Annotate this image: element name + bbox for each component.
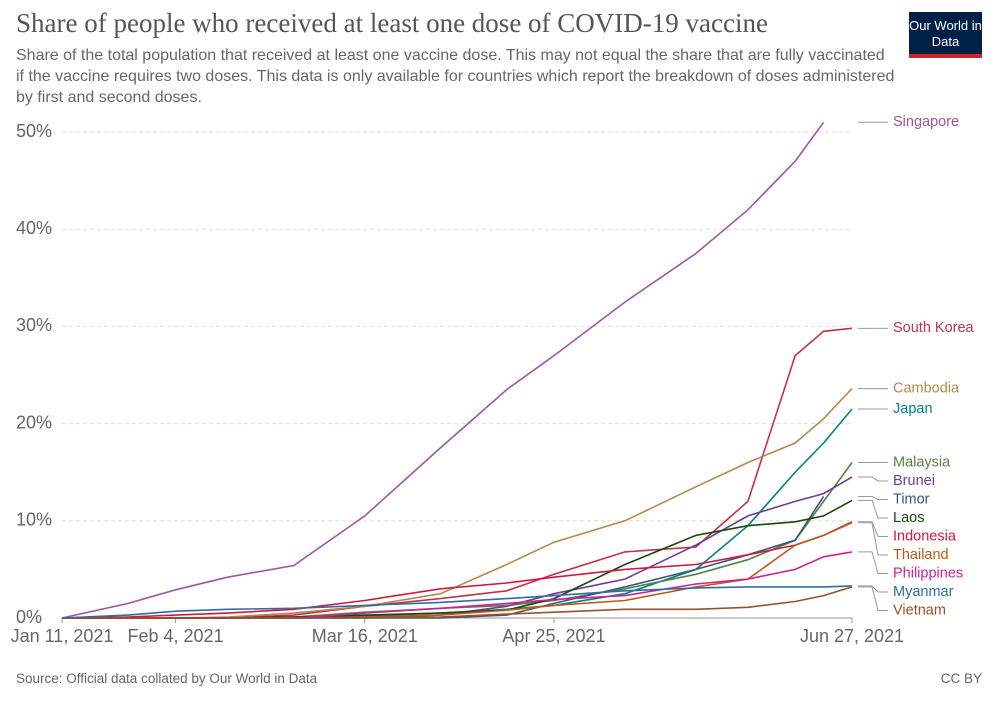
y-tick-label: 50% xyxy=(16,121,52,141)
label-connector xyxy=(858,522,888,556)
label-connector xyxy=(858,585,888,593)
x-tick-label: Feb 4, 2021 xyxy=(127,626,223,646)
series-line xyxy=(61,521,853,619)
x-tick-label: Mar 16, 2021 xyxy=(312,626,418,646)
y-tick-label: 30% xyxy=(16,315,52,335)
license[interactable]: CC BY xyxy=(940,671,982,686)
series-line xyxy=(62,388,853,619)
legend-entry: Japan xyxy=(893,401,933,417)
label-connector xyxy=(858,476,888,482)
legend-entry: Philippines xyxy=(893,565,963,581)
series-line xyxy=(61,121,825,619)
legend-entry: Vietnam xyxy=(893,602,946,618)
legend-entry: Brunei xyxy=(893,473,935,489)
legend-entry: Indonesia xyxy=(893,528,957,544)
label-connector xyxy=(858,499,888,519)
legend-entry: Cambodia xyxy=(893,380,960,396)
x-tick-label: Jun 27, 2021 xyxy=(800,626,904,646)
series-line xyxy=(61,585,853,619)
legend-entry: Singapore xyxy=(893,114,959,130)
series-line xyxy=(62,327,853,619)
chart: 0% 10% 20% 30% 40% 50% Jan 11, 2021 Feb 4, 2021… xyxy=(11,114,975,646)
source-note: Source: Official data collated by Our Wo… xyxy=(16,671,318,686)
x-tick-label: Apr 25, 2021 xyxy=(502,626,605,646)
series-line xyxy=(62,462,853,619)
label-connector xyxy=(858,586,888,611)
y-tick-label: 20% xyxy=(16,412,52,432)
series-line xyxy=(62,586,853,619)
chart-title: Share of people who received at least on… xyxy=(16,8,768,38)
legend-entry: Malaysia xyxy=(893,454,951,470)
y-tick-label: 0% xyxy=(16,607,42,627)
label-connector xyxy=(858,551,888,574)
legend-entry: South Korea xyxy=(893,320,975,336)
y-tick-label: 40% xyxy=(16,218,52,238)
legend-entry: Laos xyxy=(893,510,924,526)
label-connector xyxy=(858,521,888,537)
legend-entry: Thailand xyxy=(893,547,949,563)
label-connector xyxy=(858,496,888,500)
y-tick-label: 10% xyxy=(16,510,52,530)
chart-subtitle: Share of the total population that recei… xyxy=(16,47,895,106)
logo[interactable]: Our World in Data xyxy=(909,12,982,58)
legend-entry: Timor xyxy=(893,491,930,507)
x-tick-label: Jan 11, 2021 xyxy=(11,626,114,646)
legend-entry: Myanmar xyxy=(893,584,954,600)
